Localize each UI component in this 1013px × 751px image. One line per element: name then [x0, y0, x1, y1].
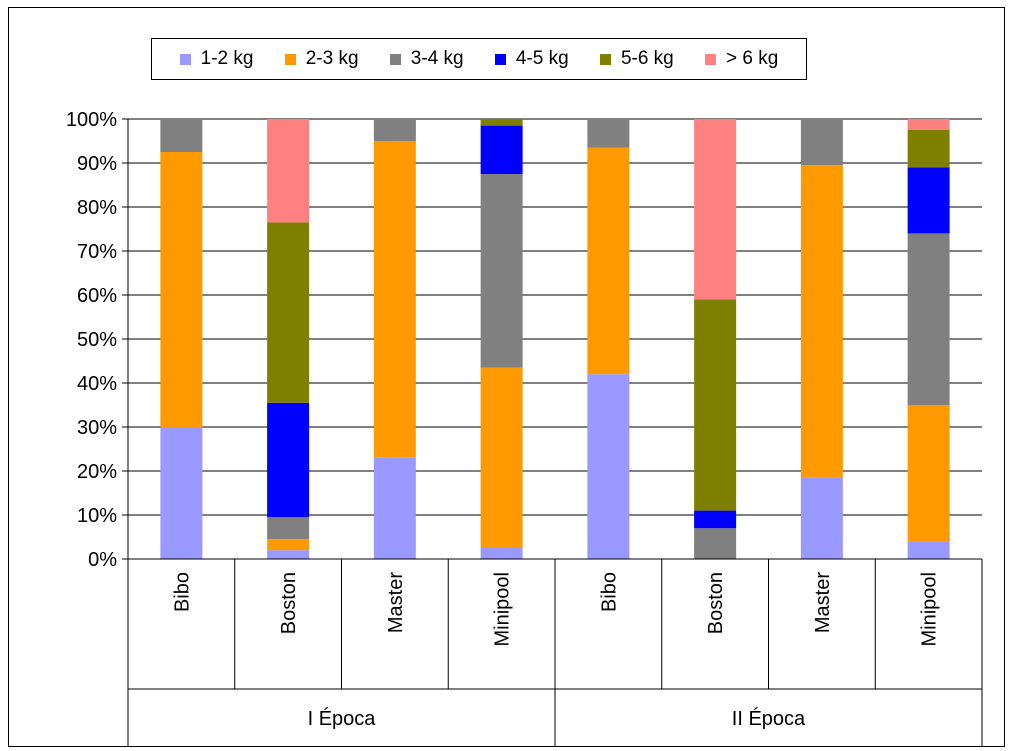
- category-label: Minipool: [492, 572, 514, 646]
- group-label: II Época: [732, 707, 806, 730]
- y-tick-label: 60%: [77, 285, 117, 307]
- y-tick-label: 100%: [66, 109, 117, 131]
- category-label: Boston: [278, 572, 300, 634]
- category-label: Minipool: [919, 572, 941, 646]
- y-tick-label: 70%: [77, 241, 117, 263]
- bar-segment-1-2-kg: [587, 374, 630, 559]
- bar-segment-1-2-kg: [480, 548, 523, 559]
- y-tick-label: 40%: [77, 373, 117, 395]
- legend-label: 4-5 kg: [515, 48, 569, 69]
- chart-legend: 1-2 kg 2-3 kg 3-4 kg 4-5 kg 5-6 kg > 6 kg: [151, 38, 807, 80]
- legend-item: 2-3 kg: [284, 48, 359, 70]
- legend-item: 3-4 kg: [389, 48, 464, 70]
- legend-label: 3-4 kg: [410, 48, 464, 69]
- bar-segment-2-3-kg: [907, 405, 950, 542]
- legend-swatch: [284, 53, 296, 65]
- bar-segment-3-4-kg: [800, 119, 843, 166]
- category-label: Bibo: [171, 572, 193, 612]
- bar-segment-1-2-kg: [267, 550, 310, 559]
- bar-segment-3-4-kg: [160, 119, 203, 152]
- bar-segment-2-3-kg: [373, 141, 416, 458]
- bar-segment-3-4-kg: [480, 174, 523, 368]
- y-tick-label: 30%: [77, 417, 117, 439]
- bar-segment-4-5-kg: [694, 510, 737, 529]
- bar-segment-1-2-kg: [373, 457, 416, 559]
- bar-segment-5-6-kg: [267, 222, 310, 403]
- bar-segment-6-kg: [694, 119, 737, 300]
- category-label: Bibo: [598, 572, 620, 612]
- bar-segment-2-3-kg: [587, 147, 630, 375]
- y-tick-label: 10%: [77, 505, 117, 527]
- bar-segment-3-4-kg: [694, 528, 737, 559]
- legend-item: > 6 kg: [705, 48, 778, 70]
- bar-segment-3-4-kg: [907, 233, 950, 405]
- bar-segment-2-3-kg: [267, 539, 310, 551]
- category-label: Boston: [705, 572, 727, 634]
- legend-swatch: [494, 53, 506, 65]
- category-label: Master: [385, 572, 407, 633]
- legend-label: 1-2 kg: [200, 48, 254, 69]
- legend-item: 5-6 kg: [599, 48, 674, 70]
- bar-segment-6-kg: [907, 119, 950, 130]
- legend-label: 2-3 kg: [305, 48, 359, 69]
- legend-item: 1-2 kg: [179, 48, 254, 70]
- category-label: Master: [812, 572, 834, 633]
- bar-segment-2-3-kg: [480, 367, 523, 548]
- bar-segment-3-4-kg: [587, 119, 630, 148]
- bar-segment-3-4-kg: [267, 517, 310, 540]
- bar-segment-6-kg: [267, 119, 310, 223]
- y-tick-label: 0%: [88, 549, 117, 571]
- legend-label: 5-6 kg: [620, 48, 674, 69]
- y-tick-label: 90%: [77, 153, 117, 175]
- legend-swatch: [599, 53, 611, 65]
- legend-label: > 6 kg: [726, 48, 779, 69]
- legend-item: 4-5 kg: [494, 48, 569, 70]
- bar-segment-5-6-kg: [694, 299, 737, 511]
- y-tick-label: 20%: [77, 461, 117, 483]
- bar-segment-4-5-kg: [480, 125, 523, 174]
- legend-swatch: [389, 53, 401, 65]
- bar-segment-4-5-kg: [267, 402, 310, 518]
- bar-segment-1-2-kg: [160, 427, 203, 559]
- y-tick-label: 50%: [77, 329, 117, 351]
- group-label: I Época: [308, 707, 377, 730]
- bar-segment-5-6-kg: [480, 119, 523, 126]
- bar-segment-1-2-kg: [800, 477, 843, 559]
- bar-segment-2-3-kg: [160, 152, 203, 427]
- y-tick-label: 80%: [77, 197, 117, 219]
- bar-segment-2-3-kg: [800, 165, 843, 478]
- bar-segment-4-5-kg: [907, 167, 950, 234]
- bar-segment-1-2-kg: [907, 541, 950, 559]
- bar-segment-3-4-kg: [373, 119, 416, 141]
- bar-segment-5-6-kg: [907, 130, 950, 168]
- legend-swatch: [705, 53, 717, 65]
- legend-swatch: [179, 53, 191, 65]
